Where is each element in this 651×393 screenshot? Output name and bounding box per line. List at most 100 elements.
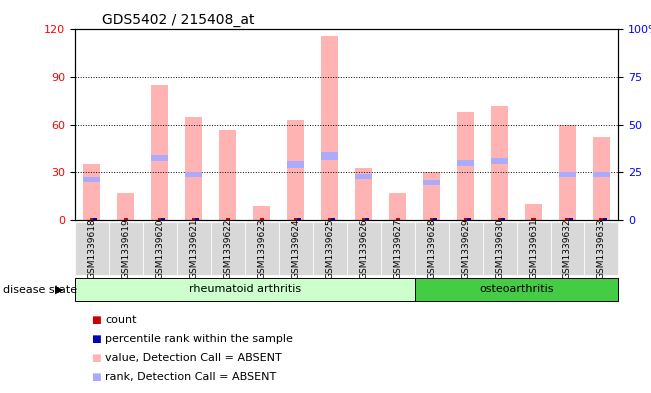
Bar bbox=[90, 218, 94, 220]
Bar bbox=[430, 218, 434, 220]
Bar bbox=[83, 177, 100, 182]
Bar bbox=[294, 218, 298, 220]
Text: ■: ■ bbox=[91, 372, 101, 382]
Bar bbox=[423, 173, 440, 220]
Text: ■: ■ bbox=[91, 315, 101, 325]
Bar bbox=[389, 193, 406, 220]
Bar bbox=[464, 218, 467, 220]
Bar bbox=[467, 218, 471, 220]
Text: GSM1339629: GSM1339629 bbox=[461, 218, 470, 279]
Text: percentile rank within the sample: percentile rank within the sample bbox=[105, 334, 294, 344]
Bar bbox=[117, 193, 134, 220]
FancyBboxPatch shape bbox=[143, 222, 177, 275]
FancyBboxPatch shape bbox=[75, 278, 415, 301]
Text: count: count bbox=[105, 315, 137, 325]
Text: GSM1339622: GSM1339622 bbox=[223, 219, 232, 279]
Bar bbox=[219, 130, 236, 220]
Text: GSM1339620: GSM1339620 bbox=[156, 218, 164, 279]
FancyBboxPatch shape bbox=[211, 222, 245, 275]
Text: GSM1339618: GSM1339618 bbox=[87, 218, 96, 279]
Bar bbox=[186, 117, 202, 220]
Text: GSM1339625: GSM1339625 bbox=[325, 218, 334, 279]
FancyBboxPatch shape bbox=[346, 222, 381, 275]
FancyBboxPatch shape bbox=[585, 222, 618, 275]
FancyBboxPatch shape bbox=[312, 222, 346, 275]
Bar bbox=[593, 173, 610, 177]
Text: GSM1339619: GSM1339619 bbox=[121, 218, 130, 279]
Bar bbox=[603, 218, 607, 220]
Text: osteoarthritis: osteoarthritis bbox=[479, 284, 554, 294]
Text: rank, Detection Call = ABSENT: rank, Detection Call = ABSENT bbox=[105, 372, 277, 382]
Bar bbox=[559, 173, 576, 177]
Bar bbox=[192, 218, 196, 220]
Bar bbox=[151, 155, 169, 161]
Bar bbox=[569, 218, 573, 220]
FancyBboxPatch shape bbox=[449, 222, 482, 275]
Bar bbox=[83, 165, 100, 220]
Text: GSM1339631: GSM1339631 bbox=[529, 218, 538, 279]
Bar bbox=[195, 218, 199, 220]
Bar bbox=[559, 125, 576, 220]
Bar bbox=[226, 218, 230, 220]
Text: GSM1339621: GSM1339621 bbox=[189, 218, 199, 279]
Bar bbox=[355, 174, 372, 179]
Bar bbox=[566, 218, 570, 220]
FancyBboxPatch shape bbox=[109, 222, 143, 275]
Text: ▶: ▶ bbox=[55, 285, 64, 295]
Bar bbox=[365, 218, 369, 220]
Bar bbox=[491, 106, 508, 220]
FancyBboxPatch shape bbox=[516, 222, 551, 275]
Bar bbox=[321, 36, 338, 220]
Bar bbox=[253, 206, 270, 220]
Bar bbox=[497, 218, 501, 220]
Text: value, Detection Call = ABSENT: value, Detection Call = ABSENT bbox=[105, 353, 283, 363]
Bar bbox=[151, 85, 169, 220]
Text: ■: ■ bbox=[91, 353, 101, 363]
FancyBboxPatch shape bbox=[415, 222, 449, 275]
Bar bbox=[287, 120, 304, 220]
Bar bbox=[491, 158, 508, 165]
Text: GSM1339632: GSM1339632 bbox=[563, 218, 572, 279]
Bar bbox=[396, 218, 400, 220]
Bar bbox=[260, 218, 264, 220]
Text: GSM1339627: GSM1339627 bbox=[393, 218, 402, 279]
Text: GSM1339630: GSM1339630 bbox=[495, 218, 504, 279]
Bar bbox=[600, 218, 603, 220]
Bar bbox=[433, 218, 437, 220]
FancyBboxPatch shape bbox=[177, 222, 211, 275]
Text: GSM1339633: GSM1339633 bbox=[597, 218, 606, 279]
Bar bbox=[297, 218, 301, 220]
Bar bbox=[327, 218, 332, 220]
Bar bbox=[423, 180, 440, 185]
Bar bbox=[331, 218, 335, 220]
Text: GSM1339623: GSM1339623 bbox=[257, 218, 266, 279]
Text: disease state: disease state bbox=[3, 285, 77, 295]
Text: GDS5402 / 215408_at: GDS5402 / 215408_at bbox=[102, 13, 255, 27]
Bar bbox=[457, 112, 474, 220]
Bar bbox=[457, 160, 474, 166]
FancyBboxPatch shape bbox=[279, 222, 312, 275]
Bar bbox=[501, 218, 505, 220]
Bar bbox=[525, 204, 542, 220]
Bar bbox=[531, 218, 536, 220]
FancyBboxPatch shape bbox=[415, 278, 618, 301]
Bar bbox=[186, 173, 202, 177]
Bar bbox=[593, 138, 610, 220]
Text: GSM1339624: GSM1339624 bbox=[291, 219, 300, 279]
Text: rheumatoid arthritis: rheumatoid arthritis bbox=[189, 284, 301, 294]
FancyBboxPatch shape bbox=[75, 222, 109, 275]
Bar bbox=[361, 218, 366, 220]
Bar bbox=[287, 161, 304, 168]
FancyBboxPatch shape bbox=[551, 222, 585, 275]
Text: GSM1339628: GSM1339628 bbox=[427, 218, 436, 279]
Bar bbox=[161, 218, 165, 220]
FancyBboxPatch shape bbox=[381, 222, 415, 275]
Text: ■: ■ bbox=[91, 334, 101, 344]
Bar bbox=[321, 152, 338, 160]
Bar bbox=[158, 218, 162, 220]
Bar bbox=[93, 218, 97, 220]
FancyBboxPatch shape bbox=[482, 222, 516, 275]
Bar bbox=[355, 168, 372, 220]
Text: GSM1339626: GSM1339626 bbox=[359, 218, 368, 279]
FancyBboxPatch shape bbox=[245, 222, 279, 275]
